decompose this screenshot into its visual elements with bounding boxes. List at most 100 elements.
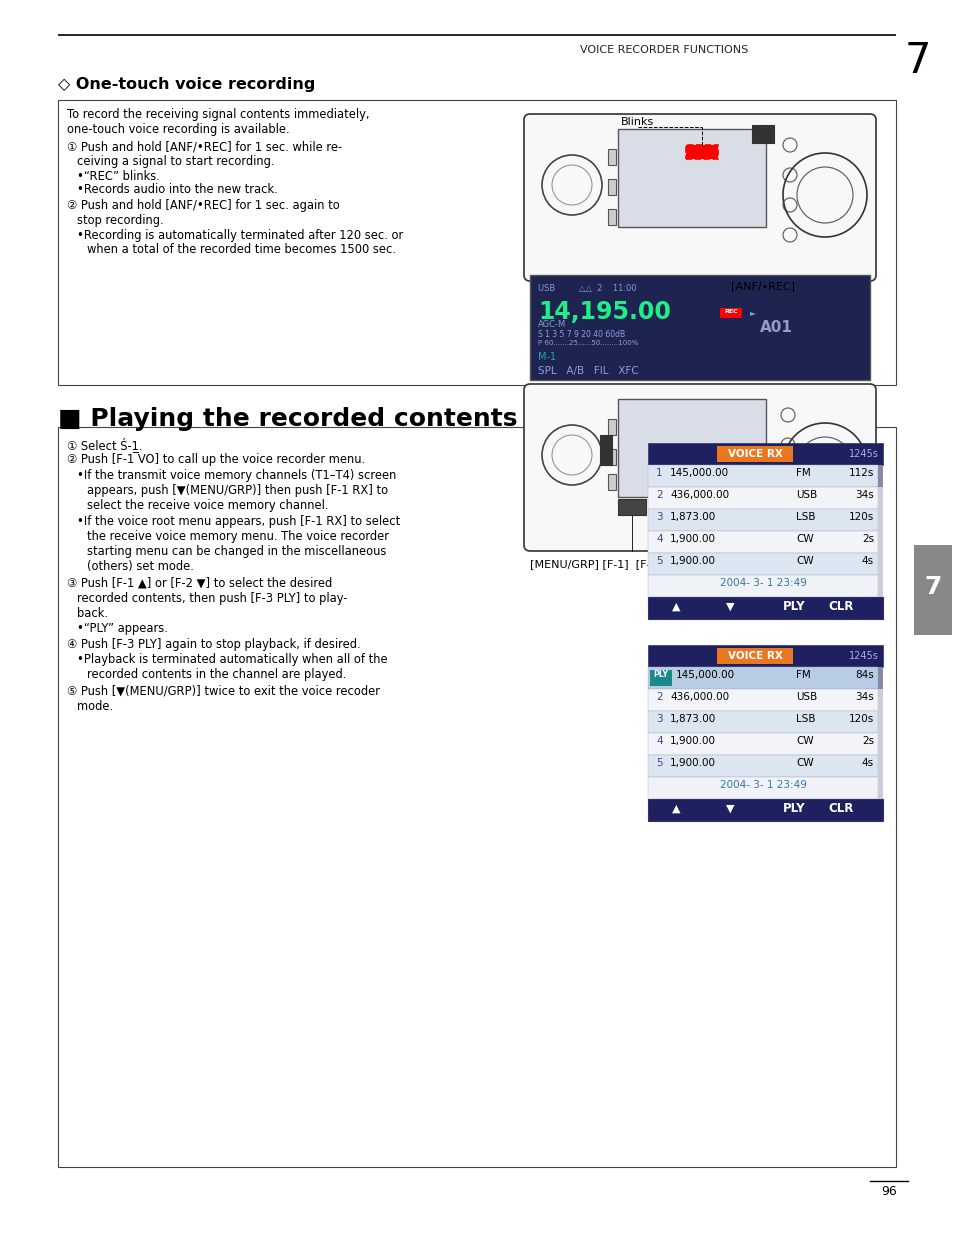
- Text: USB: USB: [795, 692, 817, 701]
- Bar: [647, 487, 877, 509]
- Text: 2: 2: [656, 692, 662, 701]
- Bar: [607, 149, 616, 165]
- Bar: [607, 419, 616, 435]
- Bar: [647, 443, 882, 466]
- Bar: [647, 689, 877, 711]
- Text: ④ Push [F-3 PLY] again to stop playback, if desired.: ④ Push [F-3 PLY] again to stop playback,…: [67, 638, 360, 651]
- Text: 1,900.00: 1,900.00: [669, 758, 716, 768]
- Bar: [647, 553, 877, 576]
- Text: To record the receiving signal contents immediately,: To record the receiving signal contents …: [67, 107, 369, 121]
- Text: 1,900.00: 1,900.00: [669, 736, 716, 746]
- Bar: [877, 777, 882, 799]
- Text: ▼: ▼: [725, 601, 734, 611]
- Bar: [913, 545, 951, 635]
- Text: 1245s: 1245s: [848, 450, 878, 459]
- Text: A01: A01: [760, 320, 792, 335]
- Bar: [877, 734, 882, 755]
- Text: 1,873.00: 1,873.00: [669, 511, 716, 521]
- Bar: [720, 308, 741, 317]
- Bar: [647, 466, 877, 487]
- Bar: [877, 531, 882, 553]
- Text: 84s: 84s: [854, 669, 873, 679]
- Bar: [649, 671, 671, 685]
- Text: ② Push and hold [ANF/•REC] for 1 sec. again to: ② Push and hold [ANF/•REC] for 1 sec. ag…: [67, 199, 339, 212]
- Text: mode.: mode.: [77, 700, 113, 713]
- Text: ① Select Ś-1̲.: ① Select Ś-1̲.: [67, 437, 142, 452]
- Text: 145,000.00: 145,000.00: [676, 669, 735, 679]
- Bar: [607, 209, 616, 225]
- Text: CW: CW: [795, 534, 813, 543]
- Bar: [647, 734, 877, 755]
- Bar: [618, 499, 645, 515]
- Text: [ANF/•REC]: [ANF/•REC]: [730, 282, 794, 291]
- Text: ►: ►: [749, 308, 755, 317]
- Text: 145,000.00: 145,000.00: [669, 468, 728, 478]
- Text: CW: CW: [795, 556, 813, 566]
- Text: FM: FM: [795, 669, 810, 679]
- Text: •If the voice root menu appears, push [F-1 RX] to select: •If the voice root menu appears, push [F…: [77, 515, 400, 529]
- Bar: [647, 576, 877, 597]
- Text: USB: USB: [795, 490, 817, 500]
- Text: CW: CW: [795, 736, 813, 746]
- Text: CW: CW: [795, 758, 813, 768]
- Text: VOICE RX: VOICE RX: [727, 450, 781, 459]
- Bar: [877, 487, 882, 509]
- Text: 14,195.00: 14,195.00: [537, 300, 670, 324]
- Text: VOICE RX: VOICE RX: [727, 651, 781, 661]
- Text: 4: 4: [656, 736, 662, 746]
- Text: 112s: 112s: [848, 468, 873, 478]
- Text: 1245s: 1245s: [848, 651, 878, 661]
- Text: when a total of the recorded time becomes 1500 sec.: when a total of the recorded time become…: [87, 243, 395, 256]
- Text: 3: 3: [656, 714, 662, 724]
- Text: 436,000.00: 436,000.00: [669, 490, 728, 500]
- Text: 2s: 2s: [861, 534, 873, 543]
- Text: 7: 7: [923, 576, 941, 599]
- Bar: [647, 531, 877, 553]
- Text: 2: 2: [656, 490, 662, 500]
- Text: CLR: CLR: [827, 803, 853, 815]
- Text: REC: REC: [723, 309, 737, 314]
- Text: 5: 5: [656, 758, 662, 768]
- Text: 4: 4: [656, 534, 662, 543]
- Bar: [877, 509, 882, 531]
- Text: ② Push [F-1 VO] to call up the voice recorder menu.: ② Push [F-1 VO] to call up the voice rec…: [67, 453, 365, 466]
- Text: ③ Push [F-1 ▲] or [F-2 ▼] to select the desired: ③ Push [F-1 ▲] or [F-2 ▼] to select the …: [67, 577, 332, 590]
- Bar: [607, 179, 616, 195]
- Text: PLY: PLY: [781, 803, 804, 815]
- Text: ⑤ Push [▼(MENU/GRP)] twice to exit the voice recoder: ⑤ Push [▼(MENU/GRP)] twice to exit the v…: [67, 685, 379, 698]
- Bar: [877, 466, 882, 487]
- Text: select the receive voice memory channel.: select the receive voice memory channel.: [87, 499, 328, 513]
- Text: 4s: 4s: [861, 758, 873, 768]
- Text: ① Push and hold [ANF/•REC] for 1 sec. while re-: ① Push and hold [ANF/•REC] for 1 sec. wh…: [67, 140, 342, 153]
- Bar: [685, 144, 718, 159]
- Text: PLY: PLY: [781, 600, 804, 614]
- Text: 3: 3: [656, 511, 662, 521]
- Text: ■ Playing the recorded contents: ■ Playing the recorded contents: [58, 408, 517, 431]
- Text: [MENU/GRP] [F-1]  [F-2]  [F-3]: [MENU/GRP] [F-1] [F-2] [F-3]: [530, 559, 695, 569]
- Bar: [618, 128, 765, 227]
- Text: ◇ One-touch voice recording: ◇ One-touch voice recording: [58, 77, 315, 91]
- Text: 34s: 34s: [854, 692, 873, 701]
- Bar: [647, 799, 882, 821]
- FancyBboxPatch shape: [523, 384, 875, 551]
- Text: S 1 3 5 7 9 20 40 60dB: S 1 3 5 7 9 20 40 60dB: [537, 330, 624, 338]
- Text: (others) set mode.: (others) set mode.: [87, 559, 193, 573]
- Bar: [751, 125, 773, 143]
- Bar: [877, 667, 882, 689]
- Bar: [647, 777, 877, 799]
- Text: FM: FM: [795, 468, 810, 478]
- Text: back.: back.: [77, 606, 108, 620]
- Text: REC: REC: [692, 147, 710, 156]
- Text: •If the transmit voice memory channels (T1–T4) screen: •If the transmit voice memory channels (…: [77, 469, 395, 482]
- Bar: [647, 755, 877, 777]
- Text: 1,900.00: 1,900.00: [669, 534, 716, 543]
- Bar: [656, 499, 683, 515]
- Text: 2s: 2s: [861, 736, 873, 746]
- Bar: [877, 711, 882, 734]
- Bar: [607, 474, 616, 490]
- Text: M-1: M-1: [537, 352, 556, 362]
- Bar: [647, 597, 882, 619]
- Text: F-1: F-1: [626, 501, 637, 508]
- Text: stop recording.: stop recording.: [77, 214, 164, 227]
- Bar: [647, 667, 877, 689]
